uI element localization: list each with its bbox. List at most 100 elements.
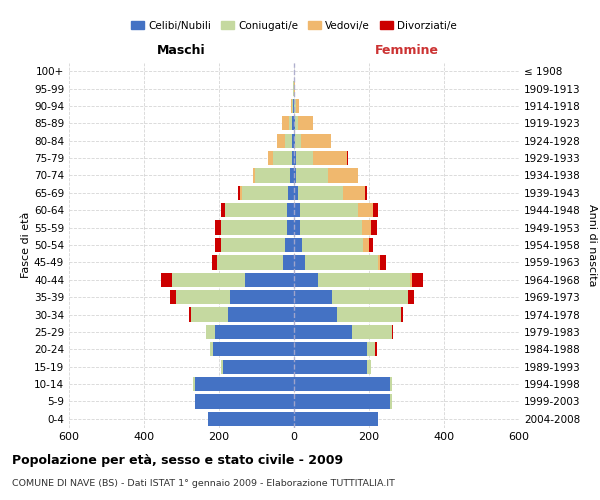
Bar <box>295 134 301 148</box>
Bar <box>294 290 331 304</box>
Bar <box>238 186 239 200</box>
Bar <box>291 99 292 113</box>
Bar <box>305 256 379 270</box>
Legend: Celibi/Nubili, Coniugati/e, Vedovi/e, Divorziati/e: Celibi/Nubili, Coniugati/e, Vedovi/e, Di… <box>127 16 461 35</box>
Bar <box>347 151 349 165</box>
Bar <box>215 238 221 252</box>
Bar <box>223 360 294 374</box>
Bar <box>409 290 414 304</box>
Bar <box>294 360 367 374</box>
Bar <box>364 238 369 252</box>
Bar <box>289 186 294 200</box>
Bar <box>214 342 294 356</box>
Bar <box>294 272 319 287</box>
Text: Popolazione per età, sesso e stato civile - 2009: Popolazione per età, sesso e stato civil… <box>12 454 343 467</box>
Bar <box>299 220 361 234</box>
Bar <box>224 203 287 218</box>
Bar <box>294 186 298 200</box>
Bar <box>294 151 296 165</box>
Bar <box>283 256 294 270</box>
Bar <box>294 377 389 391</box>
Bar <box>389 394 392 408</box>
Bar <box>343 186 365 200</box>
Text: COMUNE DI NAVE (BS) - Dati ISTAT 1° gennaio 2009 - Elaborazione TUTTITALIA.IT: COMUNE DI NAVE (BS) - Dati ISTAT 1° genn… <box>12 479 395 488</box>
Bar <box>331 290 409 304</box>
Bar <box>268 151 274 165</box>
Bar <box>401 308 403 322</box>
Bar <box>389 377 392 391</box>
Bar <box>294 220 299 234</box>
Bar <box>294 116 295 130</box>
Bar <box>290 168 294 182</box>
Bar <box>239 186 241 200</box>
Bar <box>373 203 379 218</box>
Bar <box>313 151 347 165</box>
Bar <box>217 256 283 270</box>
Bar <box>292 99 293 113</box>
Bar <box>176 290 230 304</box>
Bar <box>328 168 358 182</box>
Bar <box>294 256 305 270</box>
Bar <box>367 342 374 356</box>
Bar <box>361 220 371 234</box>
Bar <box>289 116 292 130</box>
Bar <box>301 134 331 148</box>
Bar <box>293 99 294 113</box>
Bar <box>191 308 229 322</box>
Bar <box>319 272 410 287</box>
Text: Femmine: Femmine <box>374 44 439 58</box>
Bar <box>412 272 424 287</box>
Bar <box>274 151 292 165</box>
Bar <box>254 168 290 182</box>
Bar <box>296 99 299 113</box>
Bar <box>299 203 358 218</box>
Bar <box>295 116 298 130</box>
Bar <box>221 220 287 234</box>
Bar <box>379 256 380 270</box>
Bar <box>215 220 221 234</box>
Bar <box>189 308 191 322</box>
Bar <box>294 325 352 339</box>
Bar <box>292 116 294 130</box>
Bar <box>208 412 294 426</box>
Bar <box>294 394 389 408</box>
Bar <box>367 360 371 374</box>
Text: Maschi: Maschi <box>157 44 206 58</box>
Bar <box>212 256 217 270</box>
Bar <box>358 203 373 218</box>
Bar <box>369 238 373 252</box>
Bar <box>172 272 245 287</box>
Bar <box>294 203 299 218</box>
Bar <box>281 116 289 130</box>
Bar <box>221 238 284 252</box>
Bar <box>296 151 313 165</box>
Bar <box>294 342 367 356</box>
Y-axis label: Fasce di età: Fasce di età <box>21 212 31 278</box>
Bar <box>229 308 294 322</box>
Bar <box>194 377 294 391</box>
Bar <box>241 186 289 200</box>
Bar <box>253 168 254 182</box>
Bar <box>374 342 377 356</box>
Bar <box>294 168 296 182</box>
Bar <box>215 325 294 339</box>
Bar <box>294 308 337 322</box>
Bar <box>209 342 214 356</box>
Bar <box>287 220 294 234</box>
Bar <box>221 360 223 374</box>
Bar <box>392 325 394 339</box>
Bar <box>410 272 412 287</box>
Bar <box>294 134 295 148</box>
Bar <box>193 377 194 391</box>
Bar <box>296 168 328 182</box>
Bar <box>292 151 294 165</box>
Bar <box>365 186 367 200</box>
Bar <box>294 412 379 426</box>
Bar <box>294 238 302 252</box>
Bar <box>230 290 294 304</box>
Bar <box>170 290 176 304</box>
Bar <box>371 220 377 234</box>
Bar <box>380 256 386 270</box>
Bar <box>206 325 215 339</box>
Bar <box>221 203 224 218</box>
